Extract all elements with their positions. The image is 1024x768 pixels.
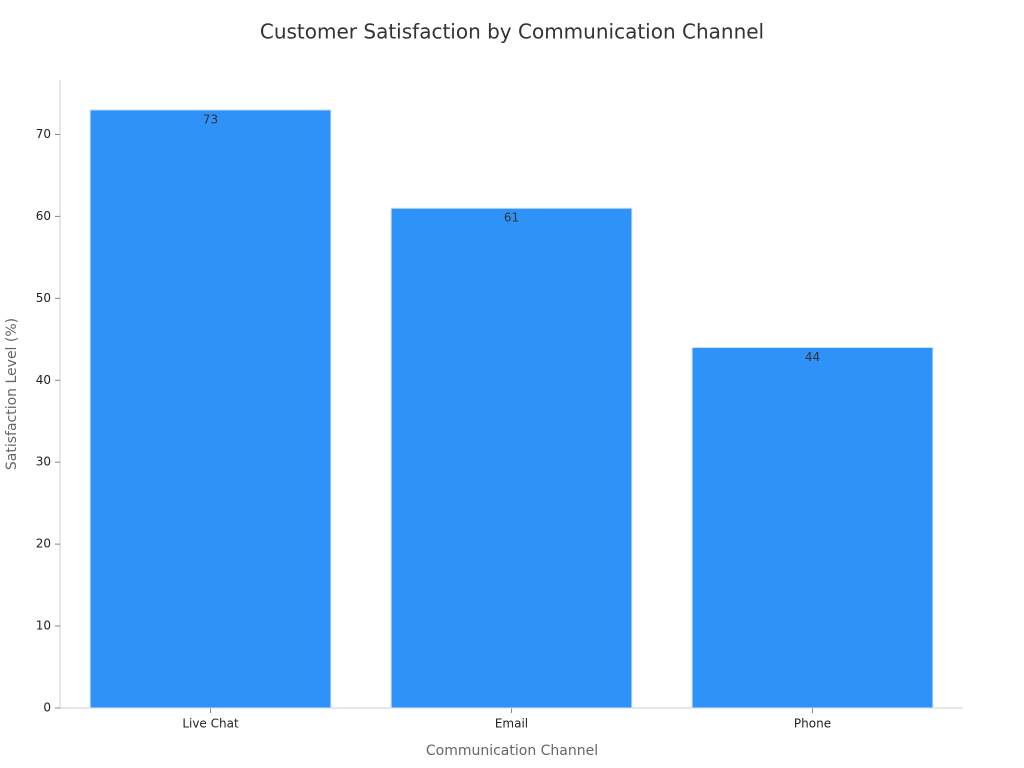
- y-tick-label: 10: [36, 619, 51, 633]
- x-tick-label: Email: [495, 717, 528, 731]
- bar: [89, 109, 332, 709]
- x-tick-label: Live Chat: [182, 717, 239, 731]
- y-tick-label: 30: [36, 455, 51, 469]
- value-label: 73: [203, 112, 218, 126]
- bar: [691, 347, 934, 709]
- bar: [390, 207, 633, 709]
- value-label: 44: [805, 350, 820, 364]
- chart-title: Customer Satisfaction by Communication C…: [260, 20, 764, 44]
- y-tick-label: 60: [36, 209, 51, 223]
- y-tick-label: 40: [36, 373, 51, 387]
- y-tick-label: 50: [36, 291, 51, 305]
- y-tick-label: 0: [43, 701, 51, 715]
- x-tick-label: Phone: [794, 717, 831, 731]
- y-tick-label: 20: [36, 537, 51, 551]
- y-axis-label: Satisfaction Level (%): [4, 318, 20, 470]
- y-tick-label: 70: [36, 127, 51, 141]
- value-label: 61: [504, 211, 519, 225]
- x-axis-label: Communication Channel: [426, 743, 598, 759]
